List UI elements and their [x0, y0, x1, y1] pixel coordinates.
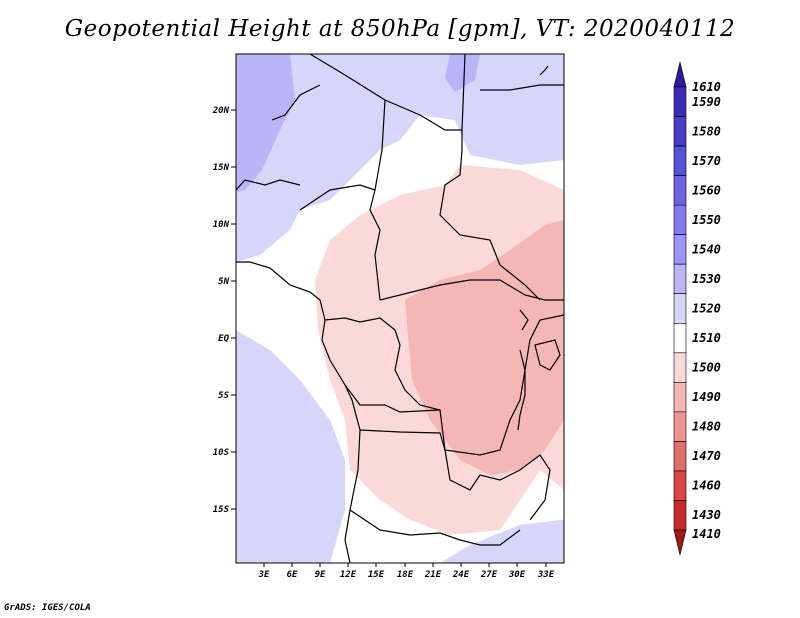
- colorbar-swatch: [673, 470, 687, 501]
- lon-label: 21E: [424, 570, 442, 580]
- colorbar-label: 1610: [692, 80, 721, 94]
- lat-label: 15S: [213, 505, 230, 515]
- latitude-axis: 20N 15N 10N 5N EQ 5S 10S 15S: [212, 106, 236, 515]
- lat-label: EQ: [218, 334, 229, 344]
- colorbar-swatch: [673, 441, 687, 472]
- colorbar-swatch: [673, 293, 687, 324]
- colorbar-swatch: [673, 86, 687, 117]
- colorbar-label: 1410: [692, 527, 721, 541]
- lon-label: 6E: [287, 570, 298, 580]
- lon-label: 12E: [340, 570, 357, 580]
- colorbar-label: 1480: [692, 420, 721, 434]
- lat-label: 5N: [218, 277, 229, 287]
- lon-label: 30E: [508, 570, 526, 580]
- colorbar-swatch: [673, 322, 687, 354]
- height-1530-north: [236, 54, 295, 192]
- colorbar-swatch: [673, 145, 687, 176]
- colorbar-label: 1590: [692, 95, 721, 109]
- colorbar-label: 1490: [692, 390, 721, 404]
- height-1520-southeast: [440, 520, 564, 563]
- height-1520-southwest: [236, 330, 345, 563]
- lon-label: 15E: [368, 570, 385, 580]
- coastlines-borders: [236, 54, 564, 563]
- lon-label: 9E: [315, 570, 326, 580]
- lat-label: 5S: [218, 391, 229, 401]
- colorbar-swatch: [673, 529, 687, 556]
- colorbar-label: 1510: [692, 331, 721, 345]
- colorbar-label: 1570: [692, 154, 721, 168]
- colorbar-label: 1430: [692, 508, 721, 522]
- lon-label: 3E: [258, 570, 270, 580]
- colorbar-label: 1540: [692, 242, 721, 256]
- colorbar-label: 1580: [692, 124, 721, 138]
- lon-label: 18E: [397, 570, 414, 580]
- grads-credit: GrADS: IGES/COLA: [4, 603, 91, 613]
- height-1530-ne: [445, 54, 480, 92]
- map-frame: [235, 53, 565, 564]
- colorbar-label: 1550: [692, 213, 721, 227]
- colorbar-swatch: [673, 382, 687, 413]
- lat-label: 10S: [213, 448, 230, 458]
- colorbar-swatch: [673, 175, 687, 206]
- lon-label: 27E: [480, 570, 498, 580]
- chart-title: Geopotential Height at 850hPa [gpm], VT:…: [64, 16, 736, 42]
- colorbar-swatch: [673, 263, 687, 295]
- lon-label: 33E: [537, 570, 555, 580]
- lat-label: 20N: [212, 106, 230, 116]
- colorbar-swatch: [673, 61, 687, 88]
- colorbar-swatch: [673, 411, 687, 442]
- colorbar-swatch: [673, 234, 687, 265]
- colorbar-swatch: [673, 116, 687, 147]
- lat-label: 15N: [213, 163, 230, 173]
- colorbar-label: 1560: [692, 183, 721, 197]
- colorbar-label: 1530: [692, 272, 721, 286]
- lon-label: 24E: [452, 570, 470, 580]
- colorbar-swatch: [673, 352, 687, 383]
- colorbar-swatch: [673, 204, 687, 235]
- colorbar-label: 1460: [692, 479, 721, 493]
- height-1520-north: [236, 54, 564, 262]
- colorbar-swatch: [673, 500, 687, 531]
- map-field: [236, 54, 564, 563]
- colorbar-label: 1470: [692, 449, 721, 463]
- longitude-axis: 3E 6E 9E 12E 15E 18E 21E 24E 27E 30E 33E: [258, 563, 555, 580]
- lat-label: 10N: [213, 220, 230, 230]
- colorbar-label: 1520: [692, 302, 721, 316]
- colorbar-label: 1500: [692, 361, 721, 375]
